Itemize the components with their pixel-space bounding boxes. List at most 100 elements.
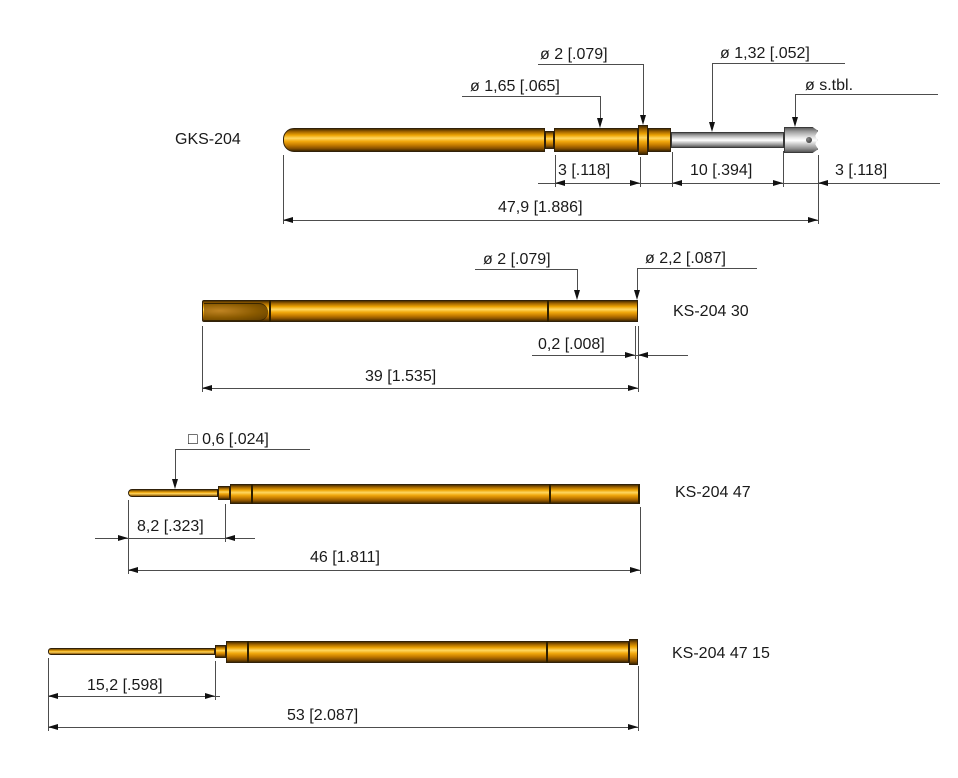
probe2-label: KS-204 30 bbox=[673, 303, 749, 320]
probe4-end-rim bbox=[629, 639, 638, 665]
probe1-callout-stbl-leader-v bbox=[795, 94, 796, 117]
probe3-callout-tip-leader-h bbox=[175, 449, 310, 450]
probe4-needle-tip bbox=[48, 648, 215, 655]
probe1-callout-stbl-arrow bbox=[792, 117, 798, 127]
probe3-arrow-total-left bbox=[128, 567, 138, 573]
probe3-seam-left bbox=[251, 484, 253, 504]
probe3-ext-right bbox=[640, 507, 641, 574]
probe2-arrow-end-right bbox=[638, 352, 648, 358]
probe3-ext-needle-tip bbox=[128, 500, 129, 574]
probe1-callout-stbl-text: ø s.tbl. bbox=[805, 77, 854, 94]
probe3-ext-collar bbox=[225, 504, 226, 542]
probe1-callout-d132-leader-v bbox=[712, 63, 713, 122]
probe2-callout-d2-leader-h bbox=[475, 269, 577, 270]
probe4-seam-right bbox=[546, 641, 548, 663]
probe4-arrow-tip-left bbox=[48, 693, 58, 699]
probe3-arrow-total-right bbox=[630, 567, 640, 573]
probe2-seam-right bbox=[547, 300, 549, 322]
probe1-arrow-seg1-left bbox=[555, 180, 565, 186]
probe4-dim-tip-text: 15,2 [.598] bbox=[87, 677, 163, 694]
probe2-dim-total-line bbox=[202, 388, 638, 389]
probe4-arrow-total-left bbox=[48, 724, 58, 730]
probe4-dim-tip-line bbox=[48, 696, 220, 697]
probe1-callout-d132-text: ø 1,32 [.052] bbox=[720, 45, 810, 62]
probe1-arrow-seg3-right bbox=[818, 180, 828, 186]
probe4-arrow-total-right bbox=[628, 724, 638, 730]
probe3-dim-total-text: 46 [1.811] bbox=[310, 549, 380, 566]
probe1-dim-seg1-text: 3 [.118] bbox=[558, 162, 611, 179]
probe1-dim-total-text: 47,9 [1.886] bbox=[498, 199, 583, 216]
probe2-ext-end bbox=[638, 326, 639, 392]
probe2-callout-d22-leader-h bbox=[637, 268, 757, 269]
probe1-crown-head bbox=[784, 127, 818, 153]
probe1-arrow-total-right bbox=[808, 217, 818, 223]
probe3-dim-tip-line bbox=[95, 538, 255, 539]
probe1-callout-d2-leader-h bbox=[538, 64, 643, 65]
probe2-seam-left bbox=[269, 300, 271, 322]
probe1-chain-dim-line bbox=[538, 183, 940, 184]
probe1-dim-seg3-text: 3 [.118] bbox=[835, 162, 888, 179]
probe3-barrel bbox=[230, 484, 640, 504]
probe4-dim-total-text: 53 [2.087] bbox=[287, 707, 359, 724]
probe1-callout-d165-leader-v bbox=[600, 96, 601, 118]
probe1-total-dim-line bbox=[283, 220, 818, 221]
probe1-dim-seg2-text: 10 [.394] bbox=[690, 162, 753, 179]
probe3-label: KS-204 47 bbox=[675, 484, 751, 501]
probe2-callout-d2-leader-v bbox=[577, 269, 578, 290]
probe4-label: KS-204 47 15 bbox=[672, 645, 770, 662]
probe1-ext-tip-end bbox=[818, 155, 819, 224]
probe1-callout-stbl-leader-h bbox=[795, 94, 938, 95]
probe1-ext-head-left bbox=[783, 151, 784, 187]
probe1-barrel-left bbox=[283, 128, 545, 152]
probe2-dim-end-line bbox=[532, 355, 688, 356]
probe4-seam-left bbox=[247, 641, 249, 663]
probe1-neck-groove bbox=[545, 131, 554, 149]
probe2-receptacle-opening bbox=[204, 303, 268, 321]
probe3-needle-tip bbox=[128, 489, 218, 497]
probe1-callout-d2-leader-v bbox=[643, 64, 644, 115]
probe2-callout-d22-text: ø 2,2 [.087] bbox=[645, 250, 726, 267]
probe1-callout-d165-leader-h bbox=[462, 96, 600, 97]
probe1-ext-rod-start bbox=[672, 152, 673, 187]
probe1-arrow-seg2-right bbox=[773, 180, 783, 186]
probe1-barrel-mid bbox=[554, 128, 638, 152]
probe1-callout-d165-text: ø 1,65 [.065] bbox=[470, 78, 560, 95]
probe1-barrel-end bbox=[648, 128, 671, 152]
probe2-dim-total-text: 39 [1.535] bbox=[365, 368, 437, 385]
probe1-callout-d2-arrow bbox=[640, 115, 646, 125]
probe1-callout-d132-leader-h bbox=[712, 63, 845, 64]
probe1-plunger-rod bbox=[671, 132, 784, 148]
probe3-callout-tip-leader-v bbox=[175, 449, 176, 479]
probe4-collar bbox=[215, 645, 226, 658]
probe1-callout-d165-arrow bbox=[597, 118, 603, 128]
probe1-callout-d2-text: ø 2 [.079] bbox=[540, 46, 608, 63]
probe2-ext-end-inner bbox=[635, 326, 636, 359]
probe4-ext-collar bbox=[215, 661, 216, 700]
probe2-callout-d22-arrow bbox=[634, 290, 640, 300]
probe2-arrow-total-left bbox=[202, 385, 212, 391]
probe3-arrow-tip-right bbox=[225, 535, 235, 541]
probe1-arrow-seg1-right bbox=[630, 180, 640, 186]
probe1-callout-d132-arrow bbox=[709, 122, 715, 132]
probe3-dim-total-line bbox=[128, 570, 640, 571]
probe4-barrel bbox=[226, 641, 629, 663]
probe3-dim-tip-text: 8,2 [.323] bbox=[137, 518, 204, 535]
probe2-callout-d2-arrow bbox=[574, 290, 580, 300]
probe2-arrow-end-left bbox=[625, 352, 635, 358]
probe1-flange-ring bbox=[638, 125, 648, 155]
probe2-callout-d2-text: ø 2 [.079] bbox=[483, 251, 551, 268]
probe2-dim-end-text: 0,2 [.008] bbox=[538, 336, 605, 353]
probe1-ext-neck bbox=[555, 155, 556, 187]
probe2-arrow-total-right bbox=[628, 385, 638, 391]
probe3-seam-right bbox=[549, 484, 551, 504]
probe3-collar bbox=[218, 486, 230, 500]
probe1-arrow-seg2-left bbox=[672, 180, 682, 186]
probe4-ext-right bbox=[638, 666, 639, 731]
probe2-callout-d22-leader-v bbox=[637, 268, 638, 290]
probe1-arrow-total-left bbox=[283, 217, 293, 223]
probe2-barrel bbox=[202, 300, 638, 322]
probe3-arrow-tip-left bbox=[118, 535, 128, 541]
probe1-label: GKS-204 bbox=[175, 131, 241, 148]
probe3-callout-tip-text: □ 0,6 [.024] bbox=[188, 431, 269, 448]
